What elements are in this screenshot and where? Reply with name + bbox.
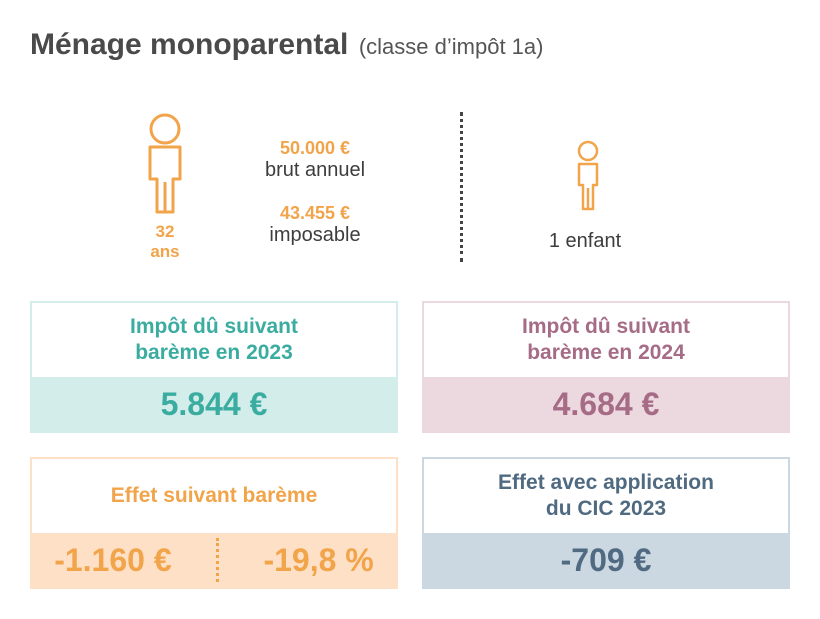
effect-cic-card: Effet avec application du CIC 2023 -709 … [422,457,790,589]
taxable-label: imposable [269,224,361,246]
tax-2024-card: Impôt dû suivant barème en 2024 4.684 € [422,301,790,433]
page-title: Ménage monoparental (classe d’impôt 1a) [30,28,543,62]
child-person-icon [577,140,599,211]
adult-person-icon [148,113,182,214]
tax-2023-card: Impôt dû suivant barème en 2023 5.844 € [30,301,398,433]
effect-scale-card: Effet suivant barème -1.160 € -19,8 % [30,457,398,589]
effect-scale-amount: -1.160 € [54,541,172,578]
tax-2023-title-line2: barème en 2023 [135,341,293,364]
title-subtitle: (classe d’impôt 1a) [358,34,544,59]
age-label: 32 ans [130,222,200,262]
tax-2024-title-line2: barème en 2024 [527,341,685,364]
effect-cic-value: -709 € [424,533,788,587]
effect-scale-divider [216,538,220,582]
vertical-divider [460,112,463,262]
title-main: Ménage monoparental [30,28,349,61]
effect-scale-values: -1.160 € -19,8 % [32,533,396,587]
tax-2023-title-line1: Impôt dû suivant [130,315,298,338]
effect-cic-title-line1: Effet avec application [498,471,714,494]
tax-2023-title: Impôt dû suivant barème en 2023 [32,303,396,377]
effect-scale-title: Effet suivant barème [110,484,318,507]
effect-scale-percent: -19,8 % [263,541,374,578]
effect-cic-title-line2: du CIC 2023 [545,497,667,520]
taxable-income: 43.455 € imposable [230,203,400,247]
gross-income: 50.000 € brut annuel [230,138,400,182]
age-value: 32 [155,222,175,241]
gross-label: brut annuel [264,159,366,181]
effect-cic-title: Effet avec application du CIC 2023 [424,459,788,533]
tax-2024-title: Impôt dû suivant barème en 2024 [424,303,788,377]
tax-2023-value: 5.844 € [32,377,396,431]
gross-amount: 50.000 € [279,138,351,158]
children-label: 1 enfant [548,230,622,252]
taxable-amount: 43.455 € [279,203,351,223]
tax-2024-title-line1: Impôt dû suivant [522,315,690,338]
tax-2024-value: 4.684 € [424,377,788,431]
age-unit: ans [150,242,180,261]
